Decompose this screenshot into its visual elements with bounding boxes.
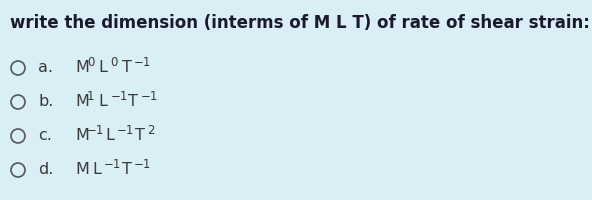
Text: write the dimension (interms of M L T) of rate of shear strain:: write the dimension (interms of M L T) o… bbox=[10, 14, 590, 32]
Text: c.: c. bbox=[38, 129, 52, 144]
Text: M: M bbox=[75, 162, 89, 178]
Text: L: L bbox=[105, 129, 114, 144]
Text: L: L bbox=[92, 162, 101, 178]
Text: M: M bbox=[75, 129, 89, 144]
Text: −1: −1 bbox=[134, 158, 152, 170]
Text: −1: −1 bbox=[111, 90, 128, 102]
Text: M: M bbox=[75, 95, 89, 110]
Text: −1: −1 bbox=[87, 123, 104, 136]
Text: T: T bbox=[122, 162, 132, 178]
Text: 0: 0 bbox=[111, 55, 118, 68]
Text: T: T bbox=[135, 129, 145, 144]
Text: 0: 0 bbox=[87, 55, 94, 68]
Text: 1: 1 bbox=[87, 90, 95, 102]
Text: T: T bbox=[122, 60, 132, 75]
Text: −1: −1 bbox=[104, 158, 121, 170]
Text: −1: −1 bbox=[140, 90, 158, 102]
Text: −1: −1 bbox=[134, 55, 152, 68]
Text: b.: b. bbox=[38, 95, 53, 110]
Text: L: L bbox=[98, 95, 107, 110]
Text: T: T bbox=[128, 95, 139, 110]
Text: L: L bbox=[98, 60, 107, 75]
Text: M: M bbox=[75, 60, 89, 75]
Text: a.: a. bbox=[38, 60, 53, 75]
Text: −1: −1 bbox=[117, 123, 134, 136]
Text: 2: 2 bbox=[147, 123, 155, 136]
Text: d.: d. bbox=[38, 162, 53, 178]
